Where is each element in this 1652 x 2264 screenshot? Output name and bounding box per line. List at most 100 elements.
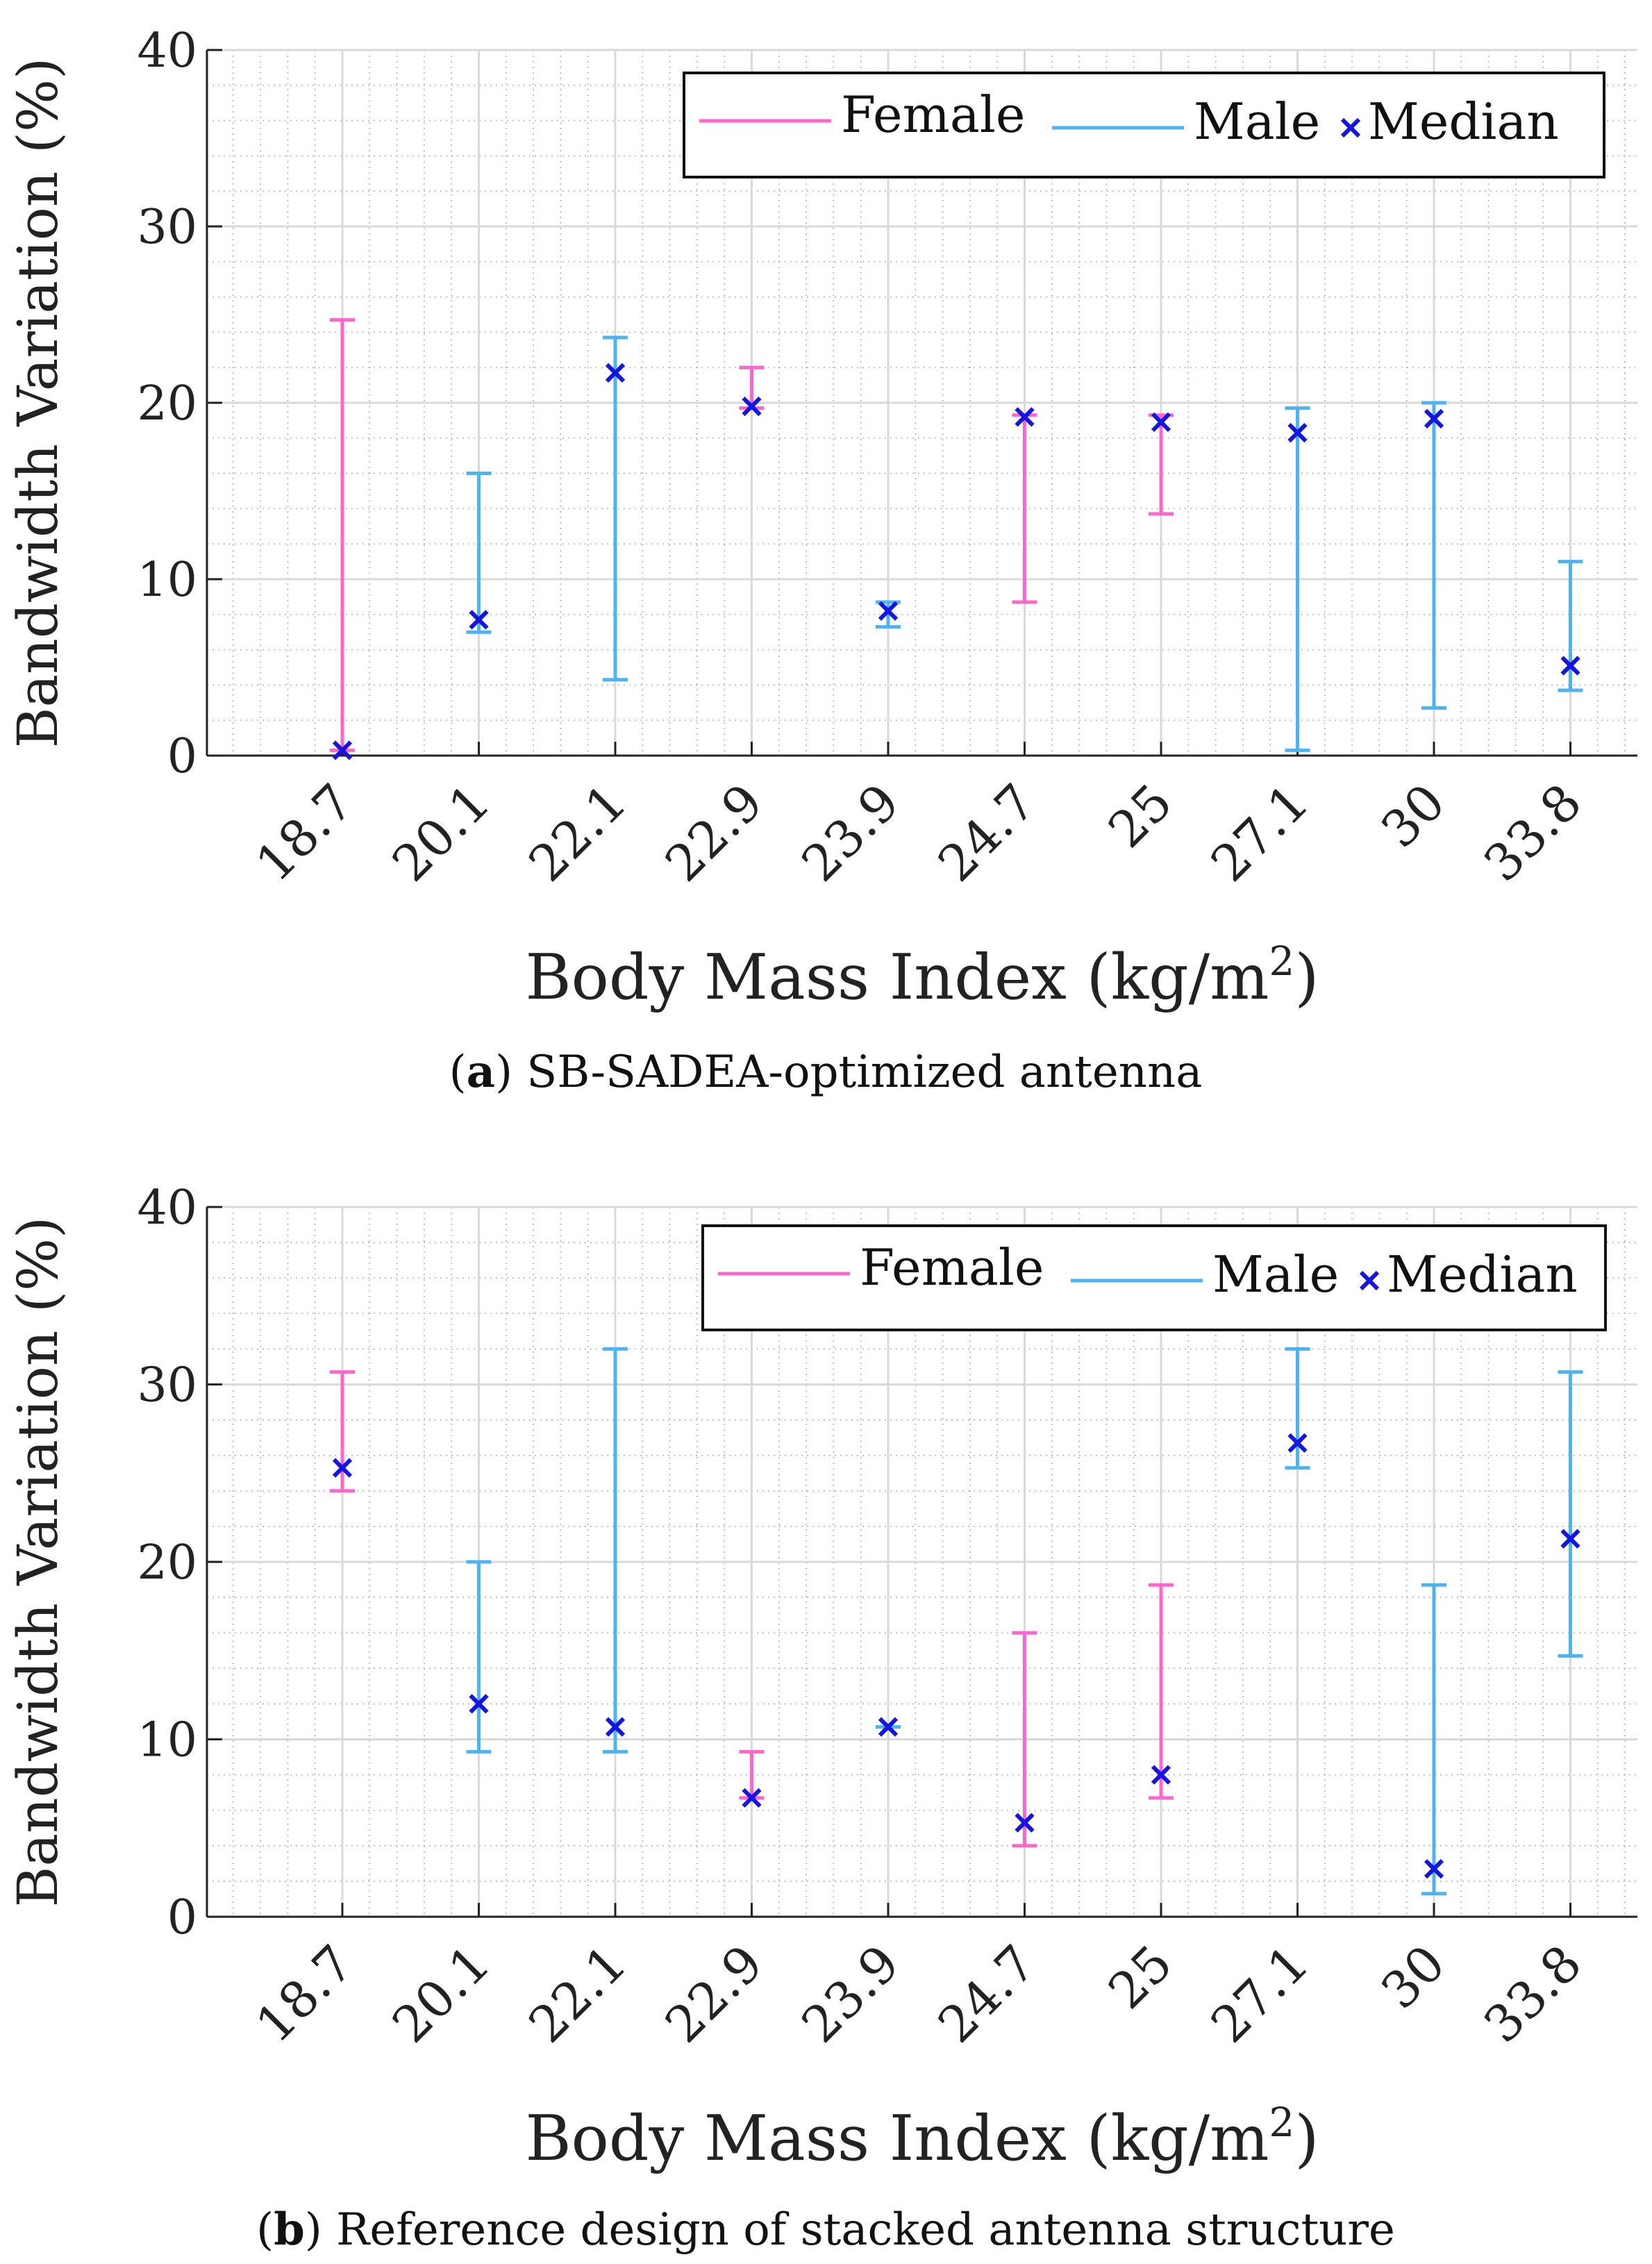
y-tick-label: 40: [137, 1181, 197, 1235]
plot-area: [330, 318, 1583, 760]
median-marker-stroke: [1015, 1813, 1035, 1833]
x-tick-label: 22.1: [517, 773, 637, 893]
caption-close-paren: ): [495, 1047, 526, 1098]
y-tick-label: 30: [137, 1358, 197, 1413]
median-marker: [1015, 407, 1035, 427]
panel-b: 0 10 20 30 40 18.7 20.1 22.1 22.9 23.9 24.7 25 27.1 3…: [6, 1181, 1637, 2256]
x-axis-title-superscript: 2: [1269, 938, 1294, 985]
median-marker: [1015, 1813, 1035, 1833]
y-axis-title: Bandwidth Variation (%): [6, 58, 70, 749]
x-tick-label: 24.7: [927, 773, 1047, 893]
median-marker: [742, 396, 762, 417]
panel-caption: (b) Reference design of stacked antenna …: [256, 2204, 1395, 2256]
caption-panel-letter: a: [467, 1046, 495, 1098]
plot-area: [330, 1347, 1583, 1896]
median-marker: [878, 601, 899, 621]
x-axis-title: Body Mass Index (kg/m2): [526, 938, 1319, 1014]
median-marker-stroke: [332, 740, 353, 760]
median-marker: [742, 1788, 762, 1808]
median-marker: [1424, 408, 1444, 428]
y-tick-label: 20: [137, 1535, 197, 1590]
x-tick-label: 33.8: [1473, 773, 1593, 893]
x-tick-label: 23.9: [790, 1934, 910, 2054]
legend-male-label: Male: [1194, 92, 1320, 151]
panel-caption: (a) SB-SADEA-optimized antenna: [449, 1046, 1203, 1098]
x-axis-title: Body Mass Index (kg/m2): [526, 2099, 1319, 2175]
x-tick-label: 18.7: [244, 1934, 365, 2054]
legend-male-label: Male: [1212, 1245, 1339, 1304]
median-marker: [1560, 656, 1580, 676]
x-tick-label: 20.1: [381, 773, 501, 893]
panel-a: 0 10 20 30 40 18.7 20.1 22.1 22.9 23.9 24.7 25 27.1 3…: [6, 24, 1637, 1098]
x-tick-label: 30: [1370, 773, 1456, 859]
caption-open-paren: (: [256, 2204, 274, 2256]
median-marker-stroke: [1151, 1765, 1171, 1785]
legend: Female Male Median: [701, 1224, 1607, 1331]
x-axis-title-close: ): [1294, 2102, 1319, 2175]
median-marker: [1287, 1433, 1308, 1453]
median-marker-stroke: [1287, 1433, 1308, 1453]
x-tick-label: 25: [1097, 773, 1183, 859]
median-marker: [605, 363, 626, 383]
caption-panel-letter: b: [274, 2204, 305, 2256]
x-tick-label: 23.9: [790, 773, 910, 893]
y-tick-label: 40: [137, 24, 197, 78]
legend-female-label: Female: [860, 1238, 1044, 1297]
median-marker: [1287, 423, 1308, 443]
median-marker-stroke: [469, 610, 489, 630]
median-marker: [469, 1694, 489, 1714]
legend-box: [701, 1224, 1607, 1331]
median-marker-stroke: [1015, 407, 1035, 427]
caption-close-paren: ): [305, 2204, 336, 2256]
legend-median-label: Median: [1368, 92, 1559, 151]
legend-median-marker: [1359, 1270, 1380, 1291]
legend-female-label: Female: [841, 85, 1025, 144]
median-marker: [878, 1717, 899, 1737]
median-marker-stroke: [605, 1717, 626, 1737]
median-marker: [332, 1458, 353, 1478]
median-marker: [1424, 1858, 1444, 1879]
legend: Female Male Median: [683, 72, 1605, 178]
x-tick-label: 22.9: [654, 773, 774, 893]
y-tick-label: 10: [137, 1713, 197, 1768]
y-tick-label: 0: [167, 729, 197, 784]
median-marker-stroke: [1424, 1858, 1444, 1879]
x-tick-label: 20.1: [381, 1934, 501, 2054]
x-tick-label: 18.7: [244, 773, 365, 893]
median-marker-stroke: [878, 601, 899, 621]
median-marker: [469, 610, 489, 630]
x-tick-label: 22.1: [517, 1934, 637, 2054]
y-tick-label: 0: [167, 1890, 197, 1945]
median-marker: [1151, 412, 1171, 433]
x-tick-label: 27.1: [1200, 1934, 1320, 2054]
x-tick-label: 24.7: [927, 1934, 1047, 2054]
median-marker-stroke: [332, 1458, 353, 1478]
caption-text: Reference design of stacked antenna stru…: [336, 2204, 1395, 2256]
caption-open-paren: (: [449, 1047, 467, 1098]
x-tick-label: 27.1: [1200, 773, 1320, 893]
caption-text: SB-SADEA-optimized antenna: [526, 1047, 1202, 1098]
median-marker-stroke: [1560, 1529, 1580, 1549]
median-marker: [605, 1717, 626, 1737]
median-marker-stroke: [742, 396, 762, 417]
legend-median-marker: [1340, 117, 1361, 138]
legend-median-label: Median: [1387, 1245, 1578, 1304]
x-tick-label: 30: [1370, 1934, 1456, 2020]
median-marker-stroke: [1424, 408, 1444, 428]
median-marker-stroke: [605, 363, 626, 383]
median-marker-stroke: [742, 1788, 762, 1808]
x-tick-label: 33.8: [1473, 1934, 1593, 2054]
y-axis-title: Bandwidth Variation (%): [6, 1217, 70, 1908]
y-tick-label: 30: [137, 200, 197, 255]
median-marker-stroke: [1560, 656, 1580, 676]
median-marker-stroke: [878, 1717, 899, 1737]
x-tick-label: 22.9: [654, 1934, 774, 2054]
x-tick-label: 25: [1097, 1934, 1183, 2020]
median-marker: [1151, 1765, 1171, 1785]
median-marker-stroke: [1287, 423, 1308, 443]
y-tick-label: 10: [137, 553, 197, 608]
median-marker: [1560, 1529, 1580, 1549]
legend-box: [683, 72, 1605, 178]
x-axis-title-close: ): [1294, 941, 1319, 1014]
